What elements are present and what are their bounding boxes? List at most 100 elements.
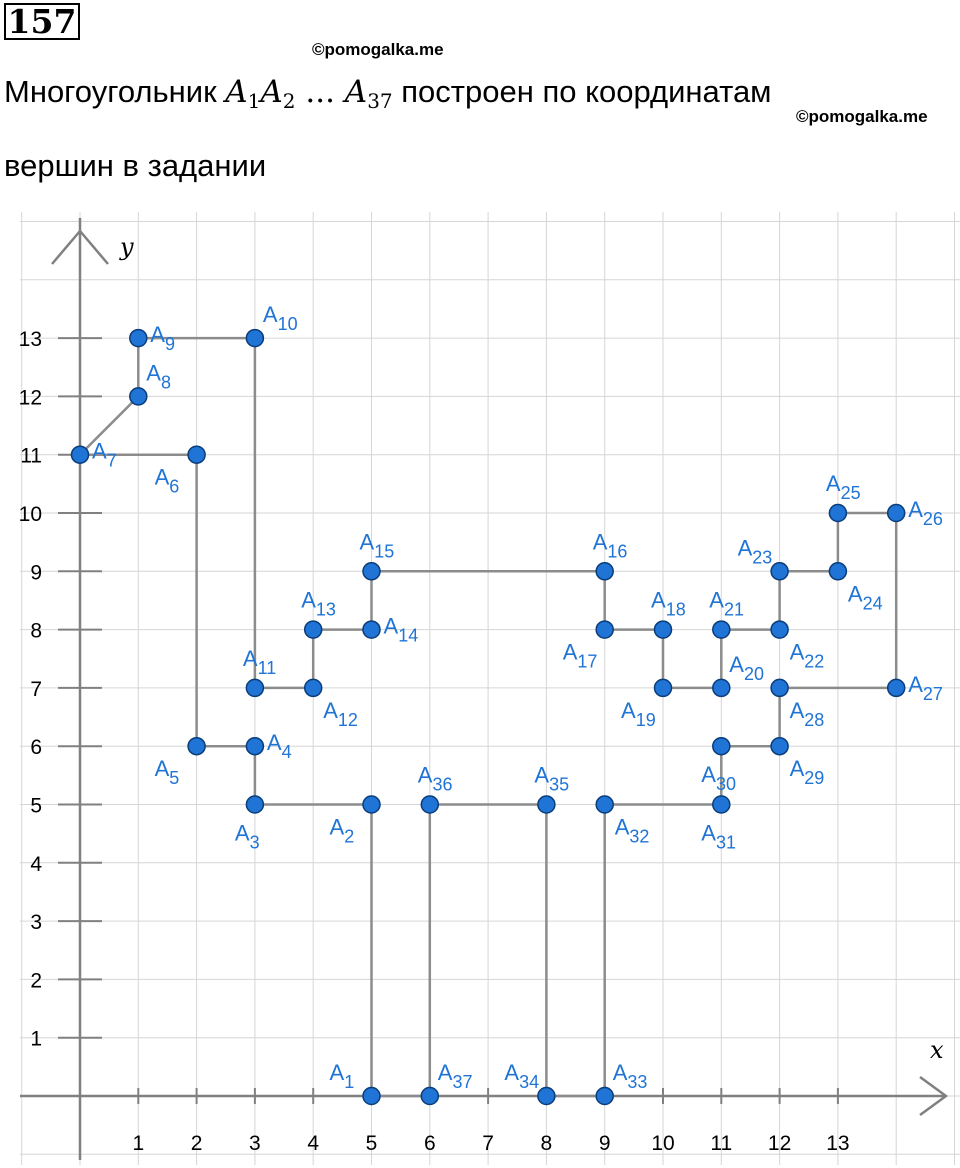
vertex-point xyxy=(187,445,206,464)
y-tick-label: 2 xyxy=(30,969,42,992)
vertex-label: A25 xyxy=(826,471,861,503)
vertex-point xyxy=(245,795,265,814)
y-tick-label: 12 xyxy=(19,386,42,409)
axes: xy xyxy=(20,218,949,1160)
y-axis-arrow xyxy=(51,229,109,265)
vertex-point xyxy=(595,562,614,581)
vertex-point xyxy=(712,795,731,814)
vertex-label: A20 xyxy=(729,652,764,684)
x-axis-label: x xyxy=(930,1036,944,1064)
y-tick-label: 7 xyxy=(30,678,42,701)
statement-text: построен по координатам xyxy=(401,74,772,109)
vertex-label: A8 xyxy=(146,360,171,392)
vertex-point xyxy=(537,795,556,814)
vertex-label: A13 xyxy=(301,588,336,620)
vertex-point xyxy=(712,620,731,639)
y-tick-label: 13 xyxy=(19,328,42,351)
y-tick-label: 4 xyxy=(30,853,42,876)
x-tick-label: 12 xyxy=(768,1132,791,1155)
x-tick-label: 13 xyxy=(826,1132,849,1155)
vertex-label: A23 xyxy=(738,535,773,567)
vertex-label: A12 xyxy=(323,698,358,730)
vertex-label: A15 xyxy=(360,529,395,561)
polygon-edge xyxy=(79,395,140,456)
statement-text: Многоугольник xyxy=(4,74,217,109)
x-tick-label: 5 xyxy=(366,1132,378,1155)
vertex-point xyxy=(886,678,906,698)
vertex-point xyxy=(70,445,90,464)
y-tick-label: 6 xyxy=(30,736,42,759)
vertex-label: A2 xyxy=(330,815,355,847)
vertex-point xyxy=(303,678,323,698)
vertex-label: A11 xyxy=(243,646,276,678)
x-tick-label: 1 xyxy=(132,1132,144,1155)
polygon-name: A1A2 ... A37 xyxy=(225,74,393,113)
vertex-point xyxy=(362,620,381,639)
vertex-label: A3 xyxy=(235,821,260,853)
vertex-point xyxy=(770,620,789,639)
vertex-point xyxy=(828,503,848,523)
vertex-label: A35 xyxy=(534,763,569,795)
y-tick-label: 10 xyxy=(19,503,42,526)
vertex-label: A24 xyxy=(848,581,883,613)
y-axis-label: y xyxy=(119,233,134,261)
vertex-point xyxy=(537,1086,556,1106)
vertex-point xyxy=(770,562,789,581)
vertex-point xyxy=(362,795,381,814)
x-tick-label: 6 xyxy=(424,1132,436,1155)
vertex-label: A26 xyxy=(908,497,943,529)
vertex-label: A22 xyxy=(790,640,825,672)
vertex-label: A21 xyxy=(709,588,744,620)
vertex-point xyxy=(653,620,673,639)
vertex-point xyxy=(712,736,731,756)
x-tick-label: 3 xyxy=(249,1132,261,1155)
vertex-label: A29 xyxy=(790,756,825,788)
vertex-label: A17 xyxy=(563,640,598,672)
vertex-label: A18 xyxy=(651,588,686,620)
vertex-point xyxy=(770,736,789,756)
y-tick-label: 3 xyxy=(30,911,42,934)
vertex-point xyxy=(245,736,265,756)
vertex-label: A27 xyxy=(908,672,943,704)
x-tick-label: 10 xyxy=(651,1132,674,1155)
vertex-label: A19 xyxy=(621,698,656,730)
vertex-label: A7 xyxy=(92,439,117,471)
problem-statement: Многоугольник A1A2 ... A37 построен по к… xyxy=(4,74,772,113)
vertex-point xyxy=(129,328,148,348)
vertex-point xyxy=(362,1086,381,1106)
vertex-label: A14 xyxy=(384,614,419,646)
vertex-point xyxy=(129,387,148,406)
statement-line2: вершин в задании xyxy=(4,148,267,183)
vertex-point xyxy=(886,503,906,523)
x-tick-label: 8 xyxy=(541,1132,553,1155)
vertex-point xyxy=(303,620,323,639)
vertices xyxy=(70,328,906,1106)
vertex-label: A36 xyxy=(418,763,453,795)
vertex-label: A5 xyxy=(155,756,180,788)
y-tick-label: 1 xyxy=(30,1028,42,1051)
vertex-point xyxy=(712,678,731,698)
y-tick-label: 11 xyxy=(20,445,42,468)
vertex-label: A16 xyxy=(593,529,628,561)
x-tick-label: 7 xyxy=(482,1132,494,1155)
vertex-point xyxy=(245,328,265,348)
vertex-label: A30 xyxy=(701,762,736,794)
vertex-point xyxy=(770,678,789,698)
vertex-point xyxy=(362,562,381,581)
watermark: ©pomogalka.me xyxy=(796,107,928,126)
vertex-point xyxy=(653,678,673,698)
x-tick-label: 11 xyxy=(710,1132,732,1155)
x-axis-arrow xyxy=(919,1075,949,1117)
vertex-point xyxy=(245,678,265,698)
polygon-edges xyxy=(79,336,898,1098)
vertex-label: A37 xyxy=(438,1060,473,1092)
vertex-point xyxy=(595,620,614,639)
vertex-point xyxy=(187,736,206,756)
vertex-label: A31 xyxy=(701,821,736,853)
x-tick-label: 4 xyxy=(307,1132,319,1155)
vertex-label: A28 xyxy=(790,698,825,730)
x-tick-label: 9 xyxy=(599,1132,611,1155)
vertex-point xyxy=(595,795,614,814)
